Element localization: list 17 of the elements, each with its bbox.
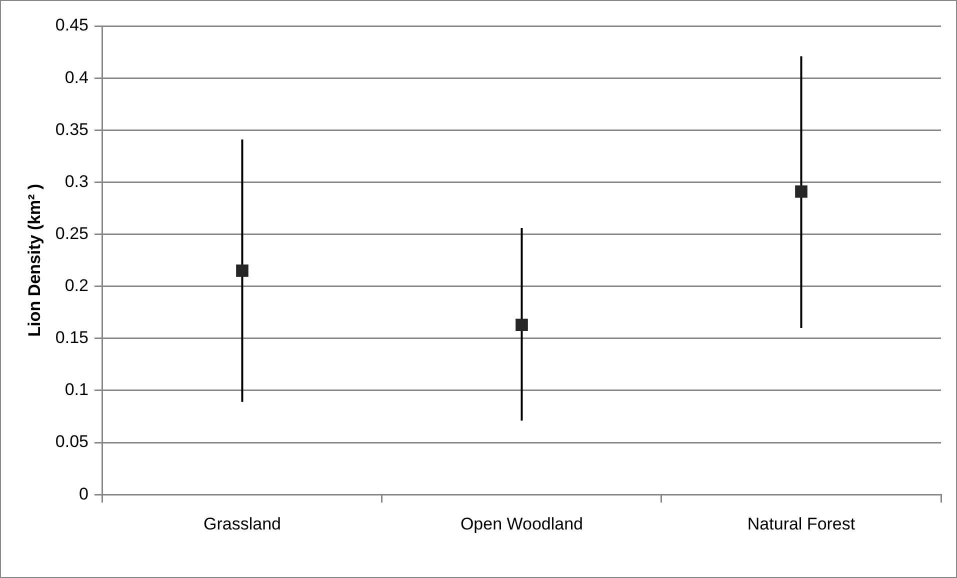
y-tick-label: 0 <box>79 484 88 504</box>
point <box>795 185 808 198</box>
y-tick-label: 0.2 <box>64 276 88 296</box>
y-tick-label: 0.25 <box>55 224 88 243</box>
y-tick-label: 0.45 <box>55 16 88 35</box>
y-tick-label: 0.35 <box>55 120 88 139</box>
point <box>516 318 528 332</box>
y-tick-label: 0.3 <box>64 172 88 191</box>
x-tick-label: Open Woodland <box>460 514 584 534</box>
x-tick-label: Grassland <box>203 514 281 534</box>
point <box>236 264 248 277</box>
y-tick-label: 0.4 <box>64 68 88 87</box>
y-axis-title: Lion Density (km² ) <box>24 184 44 337</box>
y-tick-label: 0.05 <box>55 432 88 452</box>
y-tick-label: 0.15 <box>55 328 88 348</box>
y-tick-label: 0.1 <box>64 380 88 400</box>
x-tick-label: Natural Forest <box>747 514 856 534</box>
